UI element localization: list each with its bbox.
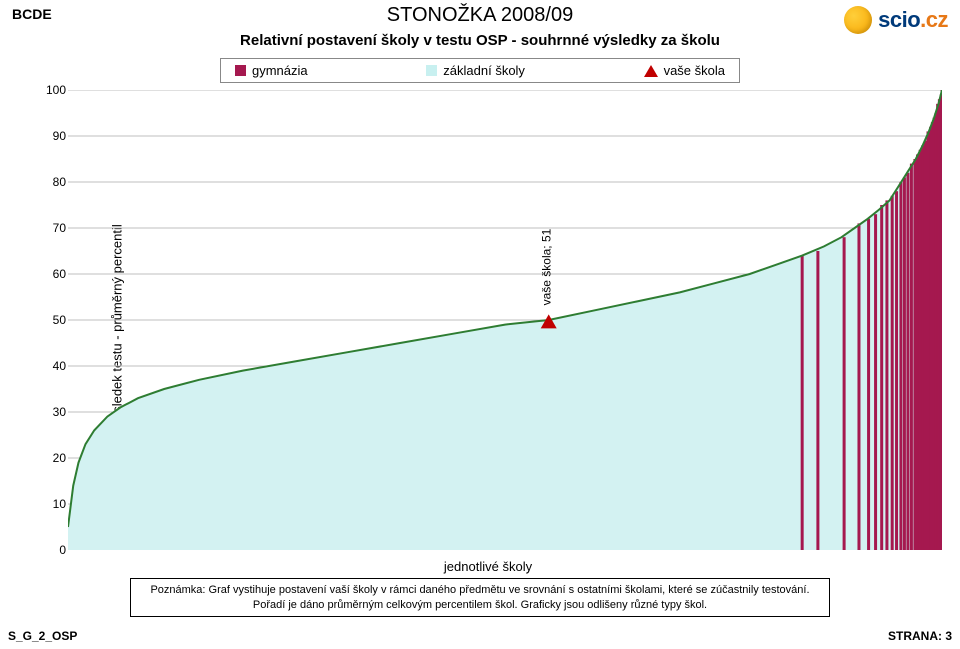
legend-label: gymnázia [252, 63, 308, 78]
y-tick-label: 70 [44, 221, 66, 235]
legend-label: vaše škola [664, 63, 725, 78]
y-tick-label: 20 [44, 451, 66, 465]
y-tick-label: 10 [44, 497, 66, 511]
footer-right: STRANA: 3 [888, 629, 952, 643]
y-tick-label: 30 [44, 405, 66, 419]
y-tick-label: 90 [44, 129, 66, 143]
page-title: STONOŽKA 2008/09 [0, 4, 960, 27]
marker-label: vaše škola; 51 [540, 228, 554, 305]
legend-swatch [235, 65, 246, 76]
legend-item: gymnázia [235, 63, 308, 78]
header: BCDE STONOŽKA 2008/09 Relativní postaven… [0, 0, 960, 100]
legend-swatch [426, 65, 437, 76]
y-tick-label: 50 [44, 313, 66, 327]
logo: scio.cz [844, 6, 948, 34]
logo-text: scio.cz [878, 7, 948, 33]
y-tick-label: 100 [44, 83, 66, 97]
logo-ball-icon [844, 6, 872, 34]
y-tick-label: 40 [44, 359, 66, 373]
y-tick-label: 80 [44, 175, 66, 189]
legend-swatch [644, 65, 658, 77]
footer-left: S_G_2_OSP [8, 629, 77, 643]
x-axis-label: jednotlivé školy [28, 559, 948, 574]
y-tick-label: 60 [44, 267, 66, 281]
chart: výsledek testu - průměrný percentil vaše… [28, 90, 948, 560]
legend-item: vaše škola [644, 63, 725, 78]
legend-label: základní školy [443, 63, 525, 78]
legend: gymnázia základní školy vaše škola [220, 58, 740, 83]
y-tick-label: 0 [44, 543, 66, 557]
page-subtitle: Relativní postavení školy v testu OSP - … [0, 32, 960, 49]
chart-svg: vaše škola; 51 [68, 90, 942, 550]
footnote: Poznámka: Graf vystihuje postavení vaší … [130, 578, 830, 617]
legend-item: základní školy [426, 63, 525, 78]
